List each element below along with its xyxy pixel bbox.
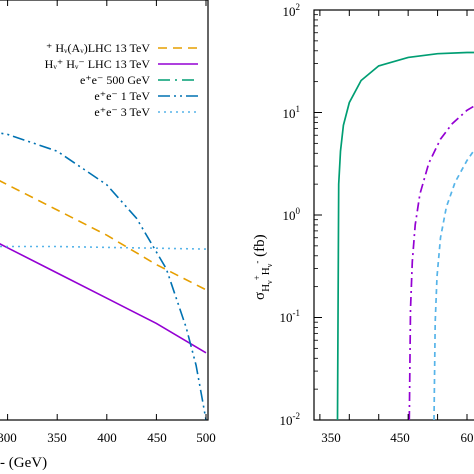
left-xtick-label: 350 [47, 430, 67, 445]
left-xtick-label: 400 [97, 430, 117, 445]
series-line [0, 180, 207, 291]
left-panel: 300 350 400 450 500 - (GeV) ⁺ Hᵥ(Aᵥ)LHC … [0, 0, 216, 471]
series-line [0, 132, 207, 421]
series-line [0, 245, 207, 250]
right-ytick-label: 101 [283, 104, 301, 121]
right-xtick-label: 350 [321, 430, 341, 445]
series-line [0, 243, 207, 354]
right-yaxis-title: σHν+Hν- (fb) [252, 234, 274, 300]
legend-entry-label: e⁺e⁻ 1 TeV [94, 89, 150, 103]
right-ticks [314, 9, 468, 421]
legend-entry-label: e⁺e⁻ 500 GeV [80, 73, 150, 87]
right-ytick-label: 10-2 [280, 411, 301, 428]
left-xaxis-title: - (GeV) [0, 455, 47, 471]
left-xtick-label: 300 [0, 430, 17, 445]
series-line [336, 51, 474, 420]
right-ytick-label: 102 [283, 2, 301, 19]
legend-entry-label: Hᵥ⁺ Hᵥ⁻ LHC 13 TeV [45, 57, 151, 71]
left-xtick-label: 450 [147, 430, 167, 445]
right-xtick-label: 60 [461, 430, 474, 445]
right-ytick-label: 100 [283, 206, 301, 223]
right-xtick-label: 450 [390, 430, 410, 445]
legend-entry-label: e⁺e⁻ 3 TeV [94, 105, 150, 119]
right-curves [336, 51, 474, 420]
left-ticks [7, 0, 207, 420]
left-tick-labels: 300 350 400 450 500 [0, 430, 216, 445]
legend-entry-label: ⁺ Hᵥ(Aᵥ)LHC 13 TeV [46, 41, 150, 55]
right-ytick-labels: 102 101 100 10-1 10-2 [280, 2, 301, 428]
legend: ⁺ Hᵥ(Aᵥ)LHC 13 TeV Hᵥ⁺ Hᵥ⁻ LHC 13 TeV e⁺… [45, 41, 198, 119]
right-xtick-labels: 350 450 60 [321, 430, 473, 445]
series-line [408, 105, 474, 420]
left-plot-frame [0, 0, 209, 421]
right-panel: 102 101 100 10-1 10-2 350 450 60 σHν+Hν-… [252, 2, 474, 445]
series-line [433, 148, 474, 420]
right-ytick-label: 10-1 [280, 308, 301, 325]
left-xtick-label: 500 [196, 430, 216, 445]
left-curves [0, 132, 207, 421]
